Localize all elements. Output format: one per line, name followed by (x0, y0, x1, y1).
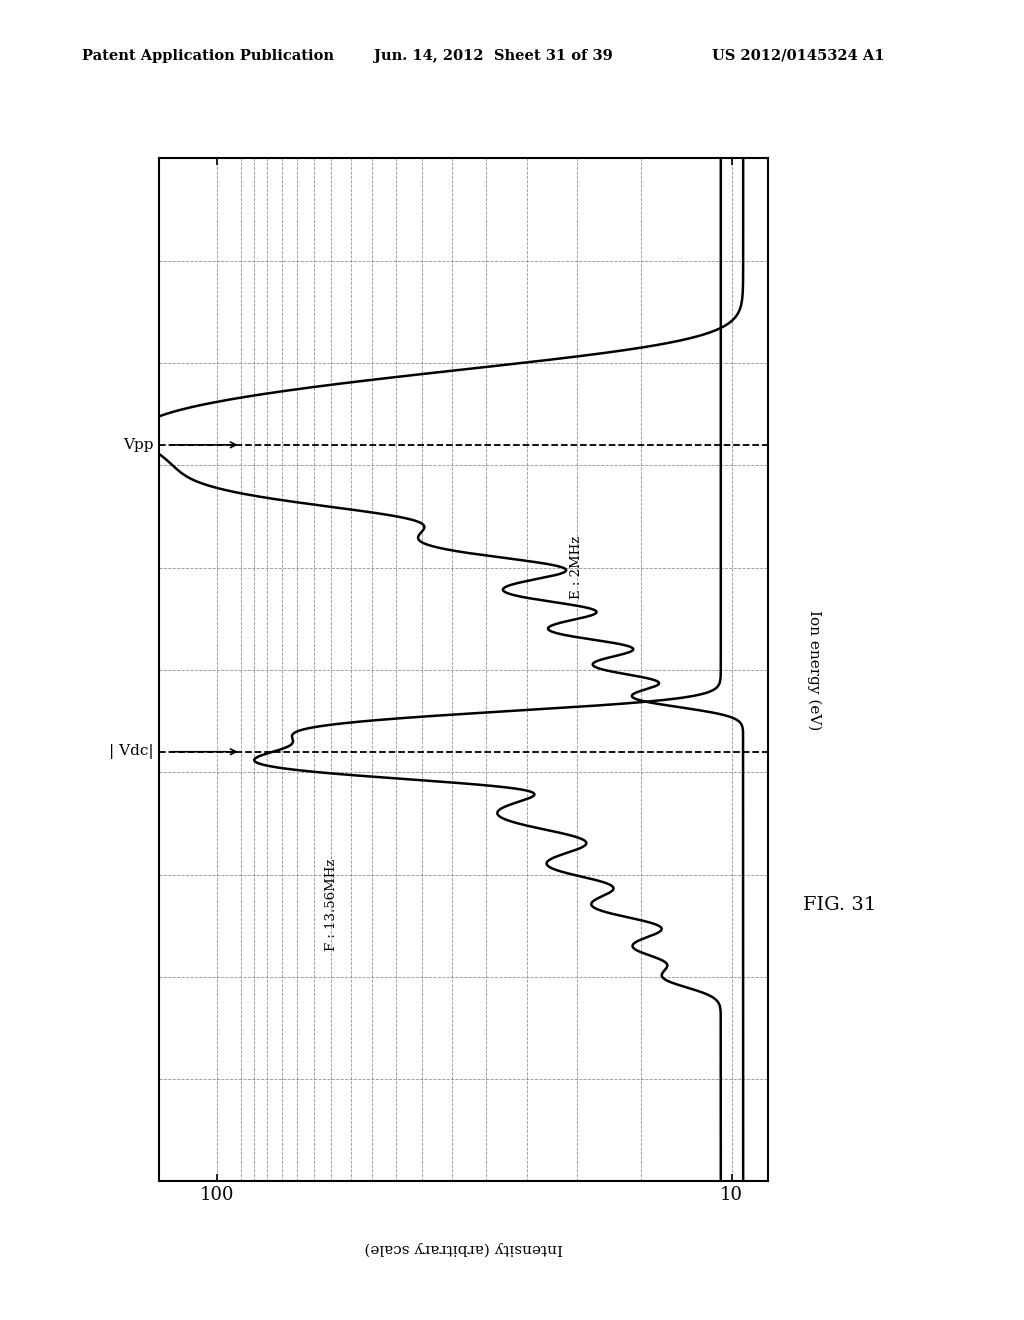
Text: Intensity (arbitrary scale): Intensity (arbitrary scale) (365, 1241, 562, 1255)
Text: Ion energy (eV): Ion energy (eV) (807, 610, 821, 730)
Text: Jun. 14, 2012  Sheet 31 of 39: Jun. 14, 2012 Sheet 31 of 39 (374, 49, 612, 63)
Text: E : 2MHz: E : 2MHz (570, 536, 584, 599)
Text: F : 13.56MHz: F : 13.56MHz (325, 859, 338, 952)
Text: Patent Application Publication: Patent Application Publication (82, 49, 334, 63)
Text: | Vdc|: | Vdc| (109, 744, 154, 759)
Text: FIG. 31: FIG. 31 (803, 896, 877, 915)
Text: US 2012/0145324 A1: US 2012/0145324 A1 (712, 49, 884, 63)
Text: Vpp: Vpp (123, 438, 154, 451)
